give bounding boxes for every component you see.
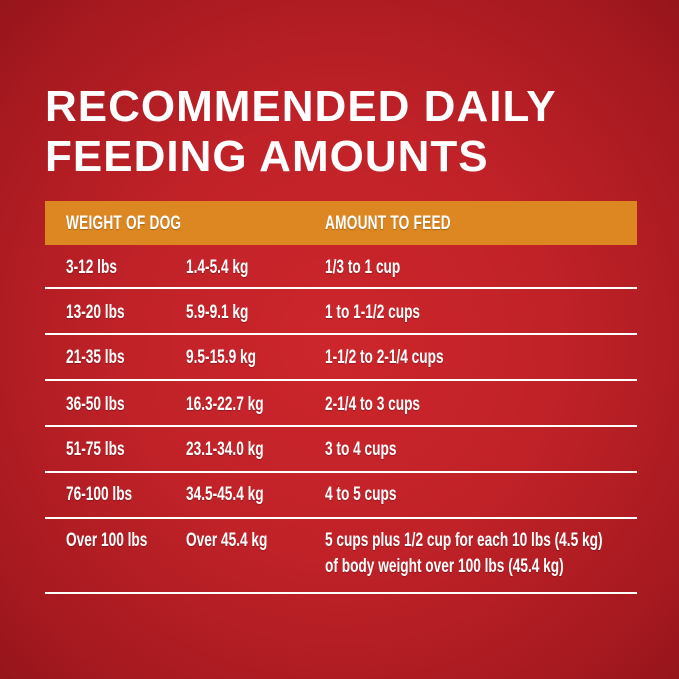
header-amount: AMOUNT TO FEED (325, 213, 451, 234)
weight-lbs: 76-100 lbs (66, 484, 133, 505)
row-divider (45, 287, 637, 289)
amount-to-feed-line-2: of body weight over 100 lbs (45.4 kg) (325, 556, 564, 577)
row-divider (45, 333, 637, 335)
amount-to-feed: 1/3 to 1 cup (325, 257, 401, 278)
amount-to-feed: 2-1/4 to 3 cups (325, 394, 421, 415)
amount-to-feed: 1-1/2 to 2-1/4 cups (325, 347, 444, 368)
row-divider (45, 425, 637, 427)
weight-lbs: 13-20 lbs (66, 302, 125, 323)
title-line-1: RECOMMENDED DAILY (45, 82, 557, 131)
weight-lbs: 3-12 lbs (66, 257, 117, 278)
weight-kg: 34.5-45.4 kg (186, 484, 264, 505)
row-divider (45, 471, 637, 473)
amount-to-feed: 3 to 4 cups (325, 439, 397, 460)
amount-to-feed: 5 cups plus 1/2 cup for each 10 lbs (4.5… (325, 530, 603, 551)
weight-kg: 16.3-22.7 kg (186, 394, 264, 415)
amount-to-feed: 4 to 5 cups (325, 484, 397, 505)
weight-lbs: 51-75 lbs (66, 439, 125, 460)
row-divider (45, 379, 637, 381)
weight-kg: 5.9-9.1 kg (186, 302, 249, 323)
weight-kg: 9.5-15.9 kg (186, 347, 256, 368)
weight-lbs: 21-35 lbs (66, 347, 125, 368)
row-divider (45, 592, 637, 594)
weight-kg: 23.1-34.0 kg (186, 439, 264, 460)
page-title: RECOMMENDED DAILY FEEDING AMOUNTS (45, 82, 557, 182)
weight-kg: 1.4-5.4 kg (186, 257, 249, 278)
table-header: WEIGHT OF DOG AMOUNT TO FEED (45, 201, 637, 245)
weight-lbs: Over 100 lbs (66, 530, 148, 551)
header-weight: WEIGHT OF DOG (66, 213, 182, 234)
weight-kg: Over 45.4 kg (186, 530, 268, 551)
title-line-2: FEEDING AMOUNTS (45, 132, 489, 181)
weight-lbs: 36-50 lbs (66, 394, 125, 415)
row-divider (45, 517, 637, 519)
amount-to-feed: 1 to 1-1/2 cups (325, 302, 421, 323)
